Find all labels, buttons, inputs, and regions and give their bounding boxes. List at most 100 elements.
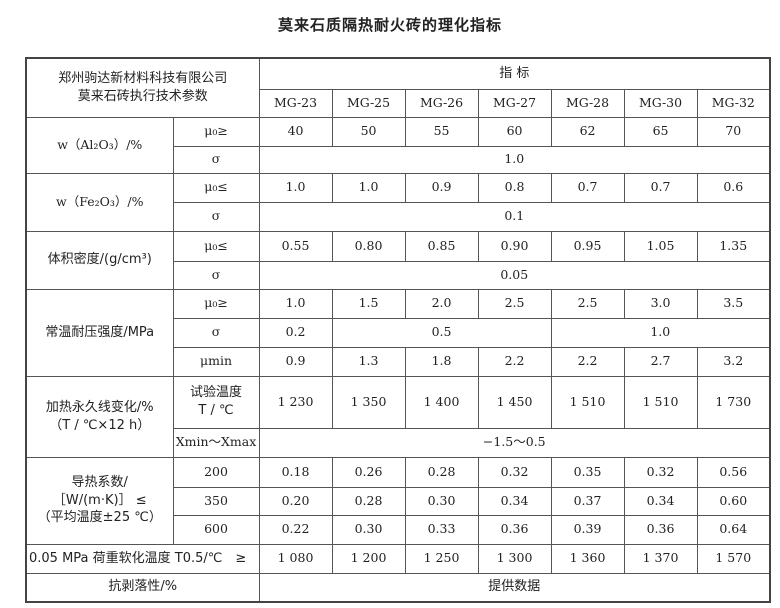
sub-label: 200 <box>172 456 260 488</box>
grade-header: MG-30 <box>623 88 698 118</box>
value-cell: 0.37 <box>550 486 625 516</box>
value-cell: 50 <box>331 116 406 147</box>
value-cell: 1.35 <box>696 230 771 262</box>
sub-label: σ <box>172 145 260 174</box>
value-cell: 0.80 <box>331 230 406 262</box>
value-cell: 0.60 <box>696 486 771 516</box>
row-label-linear-change: 加热永久线变化/% （T / ℃×12 h） <box>25 375 174 458</box>
sub-label: σ <box>172 201 260 232</box>
value-cell: 0.34 <box>623 486 698 516</box>
spec-table: 郑州驹达新材料科技有限公司 莫来石砖执行技术参数 指 标 MG-23 MG-25 M… <box>25 57 772 603</box>
value-cell: 70 <box>696 116 771 147</box>
label-line: 加热永久线变化/% <box>45 399 154 415</box>
value-cell: 1 370 <box>623 543 698 574</box>
value-cell: 65 <box>623 116 698 147</box>
table-row: 体积密度/(g/cm³) μ₀≤ 0.55 0.80 0.85 0.90 0.95 1.0… <box>25 230 771 290</box>
sub-label: μ₀≤ <box>172 172 260 203</box>
table-row: 加热永久线变化/% （T / ℃×12 h） 试验温度 T / ℃ 1 230 1… <box>25 375 771 458</box>
table-row: 导热系数/ ［W/(m·K)］ ≤ （平均温度±25 ℃） 200 0.18 0.… <box>25 456 771 545</box>
value-cell: 0.26 <box>331 456 406 488</box>
value-cell: 0.36 <box>623 514 698 545</box>
label-line: （平均温度±25 ℃） <box>37 510 162 526</box>
grades-row: MG-23 MG-25 MG-26 MG-27 MG-28 MG-30 MG-32 <box>26 88 771 118</box>
sub-label: σ <box>172 317 260 348</box>
value-cell: 0.30 <box>331 514 406 545</box>
value-cell: 0.64 <box>696 514 771 545</box>
value-cell: 1.0 <box>258 145 771 174</box>
value-cell: 1.0 <box>258 172 333 203</box>
header-company-cell: 郑州驹达新材料科技有限公司 莫来石砖执行技术参数 <box>25 57 260 118</box>
value-cell: 3.0 <box>623 288 698 319</box>
value-cell: 0.39 <box>550 514 625 545</box>
value-cell: 2.2 <box>550 346 625 377</box>
row-label-density: 体积密度/(g/cm³) <box>25 230 174 290</box>
table-row: Xmin～Xmax −1.5～0.5 <box>26 427 771 458</box>
table-row: σ 0.1 <box>26 201 771 232</box>
table-row: 0.05 MPa 荷重软化温度 T0.5/℃ ≥ 1 080 1 200 1 250… <box>25 543 771 574</box>
value-cell: 1.8 <box>404 346 479 377</box>
value-cell: 1 400 <box>404 375 479 429</box>
value-cell: 0.2 <box>258 317 333 348</box>
value-cell: 3.5 <box>696 288 771 319</box>
sub-label: μ₀≥ <box>172 116 260 147</box>
value-cell: 0.85 <box>404 230 479 262</box>
value-cell: 1 450 <box>477 375 552 429</box>
value-cell: 3.2 <box>696 346 771 377</box>
value-cell: 0.20 <box>258 486 333 516</box>
sub-label: μ₀≤ <box>172 230 260 262</box>
sub-label: 350 <box>172 486 260 516</box>
value-cell: 1.5 <box>331 288 406 319</box>
sub-label: σ <box>172 260 260 290</box>
value-cell: 0.7 <box>550 172 625 203</box>
value-cell: 40 <box>258 116 333 147</box>
page-title: 莫来石质隔热耐火砖的理化指标 <box>277 16 502 34</box>
value-cell: 0.95 <box>550 230 625 262</box>
grade-header: MG-32 <box>696 88 771 118</box>
value-cell: 0.32 <box>477 456 552 488</box>
value-cell: 2.2 <box>477 346 552 377</box>
value-cell: 0.32 <box>623 456 698 488</box>
value-cell: 0.6 <box>696 172 771 203</box>
value-cell: 1.0 <box>331 172 406 203</box>
table-row: μmin 0.9 1.3 1.8 2.2 2.2 2.7 3.2 <box>26 346 771 377</box>
label-line: （T / ℃×12 h） <box>49 417 151 433</box>
value-cell: 2.5 <box>477 288 552 319</box>
label-line: T / ℃ <box>198 403 234 418</box>
value-cell: 0.28 <box>331 486 406 516</box>
table-row: σ 0.05 <box>26 260 771 290</box>
value-cell: 1.0 <box>258 288 333 319</box>
value-cell: 1 200 <box>331 543 406 574</box>
value-cell: 0.9 <box>404 172 479 203</box>
table-row: σ 0.2 0.5 1.0 <box>26 317 771 348</box>
value-cell: 1.0 <box>550 317 771 348</box>
value-cell: 55 <box>404 116 479 147</box>
company-name: 郑州驹达新材料科技有限公司 <box>58 71 228 87</box>
row-label-rul: 0.05 MPa 荷重软化温度 T0.5/℃ ≥ <box>25 543 260 574</box>
value-cell: 0.30 <box>404 486 479 516</box>
value-cell: 0.9 <box>258 346 333 377</box>
grade-header: MG-25 <box>331 88 406 118</box>
value-cell: 0.56 <box>696 456 771 488</box>
value-cell: 2.7 <box>623 346 698 377</box>
value-cell: 0.18 <box>258 456 333 488</box>
value-cell: 60 <box>477 116 552 147</box>
value-cell: 0.90 <box>477 230 552 262</box>
grade-header: MG-28 <box>550 88 625 118</box>
sub-label: μmin <box>172 346 260 377</box>
value-cell: 0.05 <box>258 260 771 290</box>
row-label-strength: 常温耐压强度/MPa <box>25 288 174 377</box>
value-cell: 1 510 <box>550 375 625 429</box>
value-cell: 1 230 <box>258 375 333 429</box>
value-cell: 1.05 <box>623 230 698 262</box>
grade-header: MG-26 <box>404 88 479 118</box>
table-subtitle: 莫来石砖执行技术参数 <box>77 88 208 104</box>
value-cell: 1 730 <box>696 375 771 429</box>
row-label-fe2o3: w（Fe₂O₃）/% <box>25 172 174 232</box>
value-cell: 1 570 <box>696 543 771 574</box>
grade-header: MG-23 <box>258 88 333 118</box>
value-cell: 0.36 <box>477 514 552 545</box>
value-cell: 62 <box>550 116 625 147</box>
value-cell: 2.5 <box>550 288 625 319</box>
grade-header: MG-27 <box>477 88 552 118</box>
value-cell: 1 360 <box>550 543 625 574</box>
